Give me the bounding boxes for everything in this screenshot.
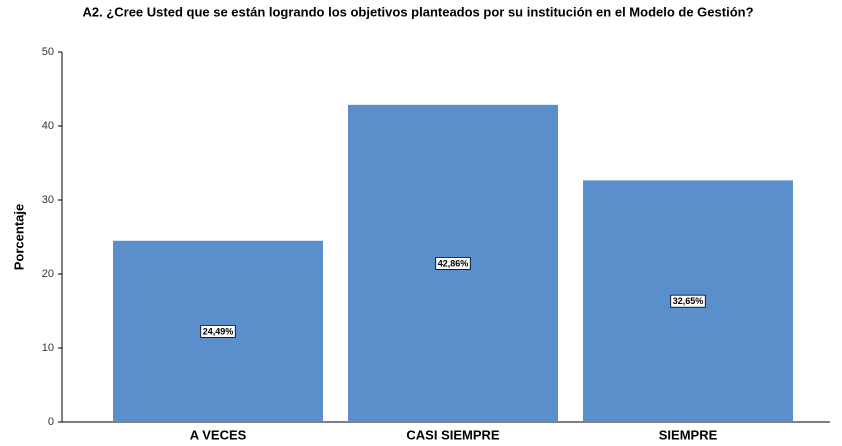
x-tick-label: A VECES <box>190 427 247 442</box>
y-tick-label: 50 <box>42 46 54 58</box>
value-label-box <box>435 257 471 270</box>
value-label: 32,65% <box>673 296 704 306</box>
x-tick-label: SIEMPRE <box>659 427 718 442</box>
x-tick-label: CASI SIEMPRE <box>406 427 500 442</box>
y-tick-label: 40 <box>42 120 54 132</box>
y-axis-label: Porcentaje <box>11 204 26 270</box>
chart-title: A2. ¿Cree Usted que se están logrando lo… <box>82 4 753 19</box>
y-tick-label: 0 <box>48 416 54 428</box>
value-label: 24,49% <box>203 326 234 336</box>
y-tick-label: 20 <box>42 268 54 280</box>
y-tick-label: 30 <box>42 194 54 206</box>
value-label: 42,86% <box>438 258 469 268</box>
value-label-box <box>200 324 236 338</box>
y-tick-label: 10 <box>42 342 54 354</box>
value-label-box <box>670 294 706 308</box>
